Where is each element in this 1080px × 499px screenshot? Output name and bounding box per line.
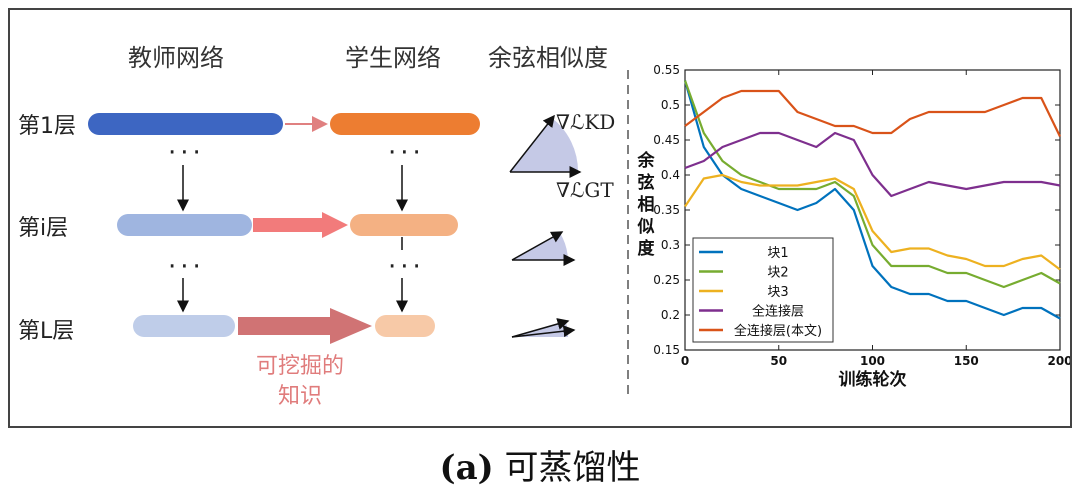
knowledge-line-1: 可挖掘的 (255, 354, 344, 379)
minable-knowledge-label: 可挖掘的 知识 (240, 352, 360, 412)
student-dots-lower: ··· (388, 252, 425, 282)
teacher-dots-upper: ··· (168, 138, 205, 168)
x-tick-label: 200 (1047, 354, 1070, 368)
student-dots-upper: ··· (388, 138, 425, 168)
figure-caption: (a) 可蒸馏性 (0, 440, 1080, 489)
x-tick-label: 0 (681, 354, 689, 368)
teacher-layer-1-bar (88, 113, 283, 135)
series-line-4 (684, 89, 1061, 137)
y-tick-label: 0.45 (653, 133, 680, 147)
x-tick-label: 50 (770, 354, 787, 368)
layer-L-transfer-arrow (238, 308, 372, 344)
diagram-arrows (177, 70, 629, 398)
series-line-0 (683, 80, 1061, 320)
caption-label: (a) (439, 448, 494, 488)
student-network-header: 学生网络 (345, 44, 441, 72)
x-tick-label: 100 (860, 354, 885, 368)
angle-medium-kd-arrow (511, 231, 564, 261)
y-tick-label: 0.4 (661, 168, 680, 182)
knowledge-line-2: 知识 (277, 384, 322, 409)
student-layer-L-bar (375, 315, 435, 337)
angle-small-kd-arrow (511, 318, 570, 338)
angle-small-gt-arrow (511, 325, 576, 338)
y-tick-label: 0.25 (653, 273, 680, 287)
x-tick-label: 150 (954, 354, 979, 368)
layer-first-label: 第1层 (18, 114, 76, 139)
y-tick-label: 0.15 (653, 343, 680, 357)
caption-text: 可蒸馏性 (504, 448, 641, 488)
student-layer-1-bar (330, 113, 480, 135)
grad-gt-label: ∇ℒGT (556, 178, 614, 202)
legend-label-2: 块3 (767, 285, 788, 300)
legend-label-0: 块1 (767, 246, 788, 261)
grad-kd-label: ∇ℒKD (556, 110, 616, 134)
student-layer-i-bar (350, 214, 458, 236)
teacher-layer-L-bar (133, 315, 235, 337)
y-tick-label: 0.3 (661, 238, 680, 252)
teacher-dots-lower: ··· (168, 252, 205, 282)
y-tick-label: 0.35 (653, 203, 680, 217)
teacher-network-header: 教师网络 (128, 44, 224, 72)
angle-large-kd-arrow (509, 114, 555, 173)
series-line-1 (683, 80, 1061, 289)
cosine-similarity-header: 余弦相似度 (488, 44, 608, 72)
legend-label-3: 全连接层 (752, 304, 804, 320)
teacher-layer-i-bar (117, 214, 252, 236)
legend-label-4: 全连接层(本文) (734, 323, 822, 339)
angle-large-fill (510, 118, 579, 172)
y-axis-label: 余弦相似度 (637, 150, 656, 259)
layer-i-transfer-arrow (253, 212, 348, 238)
layer-middle-label: 第i层 (18, 216, 69, 241)
y-tick-label: 0.2 (661, 308, 680, 322)
figure-frame (8, 8, 1072, 428)
y-tick-label: 0.55 (653, 63, 680, 77)
layer-last-label: 第L层 (18, 319, 75, 344)
y-tick-label: 0.5 (661, 98, 680, 112)
cosine-similarity-chart: 0.15 0.2 0.25 0.3 0.35 0.4 0.45 0.5 0.55 0 50 100 15… (637, 63, 1071, 390)
x-axis-label: 训练轮次 (839, 369, 907, 390)
series-line-2 (684, 173, 1061, 271)
series-line-3 (684, 131, 1061, 198)
legend-label-1: 块2 (767, 266, 788, 281)
